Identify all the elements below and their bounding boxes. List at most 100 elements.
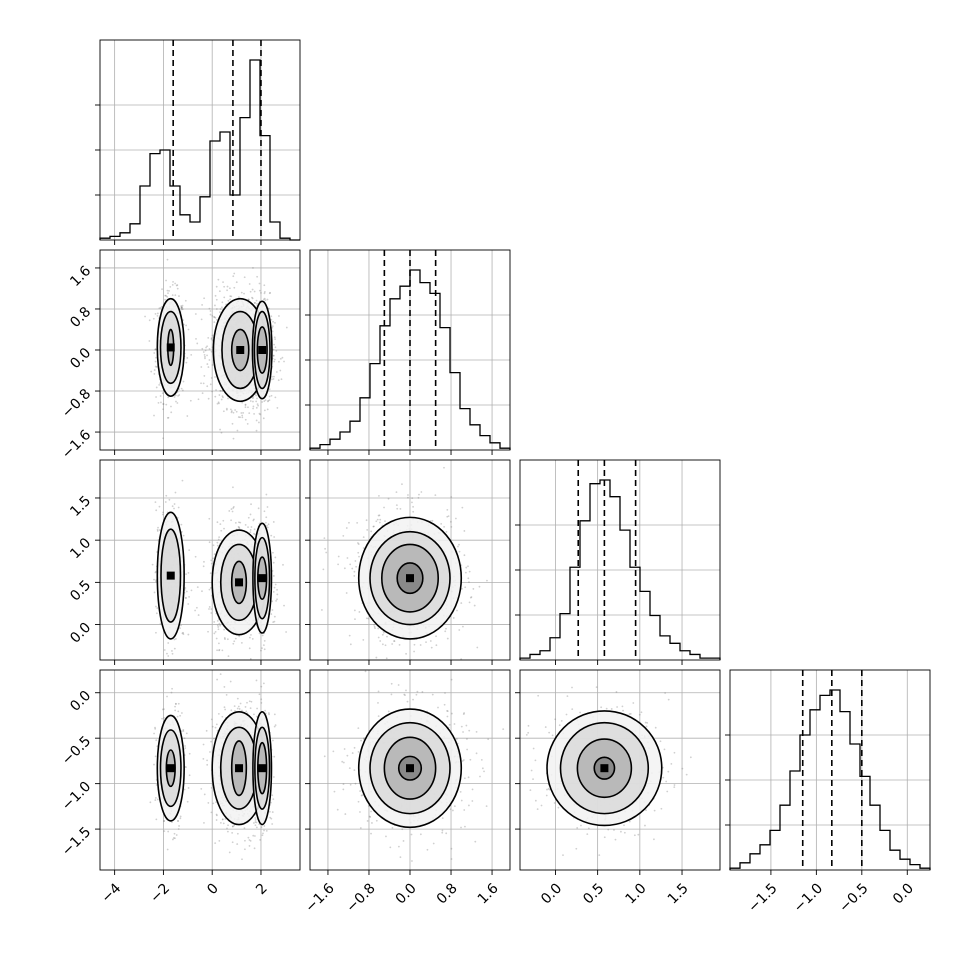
scatter-point — [218, 839, 221, 842]
scatter-point — [440, 522, 443, 525]
scatter-point — [270, 318, 273, 321]
scatter-point — [183, 788, 186, 791]
scatter-point — [218, 648, 221, 651]
scatter-point — [216, 521, 219, 524]
scatter-point — [234, 521, 237, 524]
scatter-point — [252, 267, 254, 269]
scatter-point — [251, 297, 254, 300]
scatter-point — [260, 702, 263, 704]
scatter-point — [260, 685, 263, 688]
histogram-step — [729, 689, 931, 870]
y-tick-label: 0.8 — [67, 304, 94, 331]
scatter-point — [446, 515, 449, 518]
scatter-point — [180, 305, 183, 307]
scatter-point — [256, 707, 258, 710]
scatter-point — [244, 523, 247, 526]
contour-line — [159, 729, 182, 808]
scatter-point — [248, 412, 251, 414]
scatter-point — [242, 412, 245, 414]
scatter-point — [210, 718, 213, 721]
scatter-point — [273, 615, 276, 618]
scatter-point — [223, 637, 226, 639]
scatter-point — [172, 837, 175, 839]
scatter-point — [154, 348, 157, 351]
scatter-point — [248, 283, 251, 285]
density-peak — [166, 571, 175, 580]
scatter-point — [215, 723, 218, 726]
scatter-point — [202, 565, 205, 568]
scatter-point — [232, 642, 235, 645]
scatter-point — [255, 821, 258, 824]
scatter-point — [202, 351, 205, 353]
x-tick-label: 0.0 — [890, 880, 917, 907]
scatter-point — [269, 291, 271, 294]
scatter-point — [224, 638, 226, 640]
scatter-point — [154, 755, 157, 758]
scatter-point — [201, 304, 203, 306]
scatter-point — [274, 321, 276, 324]
scatter-point — [221, 301, 224, 304]
scatter-point — [236, 429, 239, 432]
scatter-point — [464, 571, 467, 574]
scatter-point — [263, 290, 266, 293]
scatter-point — [236, 832, 239, 835]
scatter-point — [173, 638, 176, 641]
scatter-point — [234, 710, 236, 712]
scatter-point — [221, 818, 224, 821]
scatter-point — [233, 286, 236, 289]
scatter-point — [231, 841, 234, 844]
scatter-point — [176, 715, 179, 718]
scatter-point — [266, 408, 269, 411]
scatter-point — [213, 621, 216, 623]
scatter-point — [180, 624, 182, 627]
scatter-point — [273, 776, 275, 778]
scatter-point — [182, 729, 185, 731]
scatter-point — [185, 324, 188, 327]
scatter-point — [164, 501, 167, 503]
scatter-point — [273, 755, 276, 758]
scatter-point — [246, 422, 249, 425]
scatter-point — [161, 513, 164, 516]
scatter-point — [205, 729, 208, 732]
scatter-point — [261, 401, 264, 403]
scatter-point — [233, 272, 236, 275]
scatter-point — [249, 400, 252, 402]
scatter-point — [194, 555, 197, 558]
scatter-point — [250, 526, 253, 528]
scatter-point — [219, 389, 222, 392]
scatter-point — [176, 284, 179, 286]
scatter-point — [241, 414, 244, 417]
scatter-point — [154, 799, 157, 801]
contour-line — [160, 528, 182, 623]
scatter-point — [181, 632, 184, 635]
scatter-point — [446, 509, 449, 511]
scatter-point — [262, 872, 264, 874]
contour-levels — [156, 711, 273, 826]
scatter-point — [248, 839, 251, 841]
scatter-point — [220, 529, 223, 532]
scatter-point — [174, 282, 177, 285]
scatter-point — [271, 326, 274, 329]
scatter-point — [180, 306, 183, 309]
scatter-point — [216, 619, 219, 622]
scatter-point — [170, 411, 173, 414]
scatter-point — [219, 311, 221, 314]
panel-content — [151, 479, 287, 660]
scatter-point — [377, 636, 380, 639]
scatter-point — [197, 398, 200, 401]
scatter-point — [461, 506, 464, 509]
scatter-point — [275, 371, 278, 373]
scatter-point — [271, 325, 274, 328]
scatter-point — [269, 816, 272, 819]
x-tick-label: −1.5 — [745, 880, 780, 915]
scatter-point — [187, 787, 190, 789]
panel-content — [149, 673, 277, 874]
scatter-point — [227, 397, 229, 400]
scatter-point — [163, 649, 166, 651]
scatter-point — [160, 401, 162, 404]
scatter-point — [179, 714, 182, 717]
scatter-point — [241, 858, 243, 861]
contour-line — [230, 328, 250, 372]
scatter-point — [272, 354, 275, 357]
scatter-point — [324, 547, 326, 550]
